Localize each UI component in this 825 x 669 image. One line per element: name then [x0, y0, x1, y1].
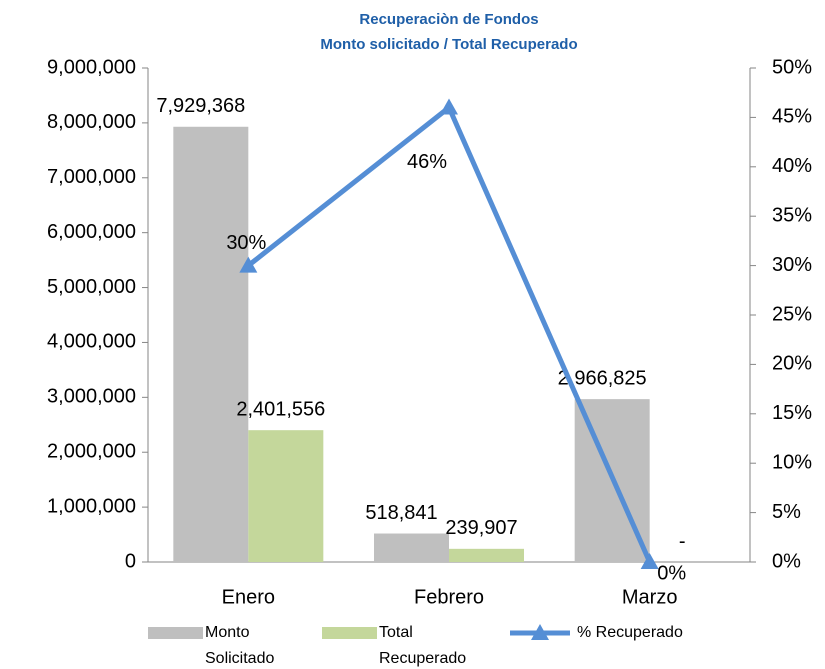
y2-tick-label: 30%	[772, 254, 812, 276]
y2-tick-label: 45%	[772, 106, 812, 128]
line-marker	[640, 553, 659, 569]
y2-tick-label: 40%	[772, 155, 812, 177]
legend-swatch	[322, 627, 377, 639]
chart-subtitle: Monto solicitado / Total Recuperado	[320, 36, 577, 53]
bar	[248, 430, 324, 562]
bar	[173, 126, 249, 562]
x-tick-label: Enero	[222, 586, 275, 608]
y2-tick-label: 25%	[772, 303, 812, 325]
y-tick-label: 2,000,000	[47, 441, 136, 463]
y2-tick-label: 5%	[772, 501, 801, 523]
legend-swatch	[531, 624, 549, 640]
y2-tick-label: 0%	[772, 550, 801, 572]
y2-tick-label: 10%	[772, 451, 812, 473]
y-tick-label: 8,000,000	[47, 111, 136, 133]
bar	[374, 533, 449, 562]
y2-tick-label: 20%	[772, 353, 812, 375]
y-tick-label: 9,000,000	[47, 56, 136, 78]
data-label: 518,841	[365, 502, 437, 524]
y2-tick-label: 35%	[772, 204, 812, 226]
y2-tick-label: 50%	[772, 56, 812, 78]
data-label: 2,966,825	[558, 367, 647, 389]
y-tick-label: 5,000,000	[47, 276, 136, 298]
data-label: 239,907	[445, 517, 517, 539]
x-tick-label: Marzo	[622, 586, 678, 608]
legend-label: Total Recuperado	[379, 624, 467, 667]
y-tick-label: 6,000,000	[47, 221, 136, 243]
y-tick-label: 4,000,000	[47, 331, 136, 353]
legend-label: % Recuperado	[577, 624, 683, 641]
legend-label: Monto Solicitado	[205, 624, 275, 667]
data-label: -	[679, 530, 686, 552]
data-label: 46%	[407, 151, 447, 173]
y-tick-label: 0	[125, 550, 136, 572]
y-tick-label: 3,000,000	[47, 386, 136, 408]
bar	[449, 548, 524, 562]
line-marker	[440, 98, 458, 115]
chart-title: Recuperaciòn de Fondos	[359, 11, 538, 28]
x-tick-label: Febrero	[414, 586, 484, 608]
line-marker	[239, 256, 258, 273]
y2-tick-label: 15%	[772, 402, 812, 424]
data-label: 2,401,556	[236, 398, 325, 420]
data-label: 7,929,368	[156, 95, 245, 117]
data-label: 0%	[657, 562, 686, 584]
data-label: 30%	[226, 232, 266, 254]
y-tick-label: 1,000,000	[47, 495, 136, 517]
y-tick-label: 7,000,000	[47, 166, 136, 188]
legend-swatch	[148, 627, 203, 639]
